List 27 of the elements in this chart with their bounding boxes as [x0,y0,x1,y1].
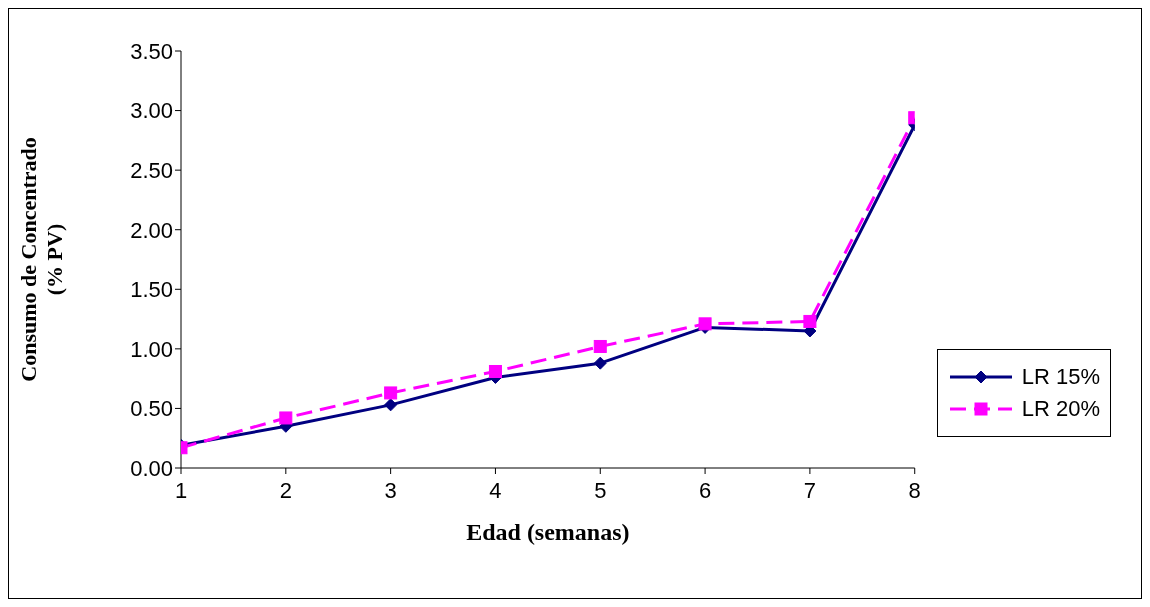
y-tick-label: 0.00 [130,455,173,481]
x-tick-label: 5 [594,477,607,503]
point [384,386,398,400]
x-tick-label: 2 [279,477,292,503]
point [384,398,398,412]
x-axis-title: Edad (semanas) [466,519,630,545]
x-tick-label: 1 [174,477,188,503]
point [803,314,817,328]
x-tick-label: 8 [908,477,921,503]
point [593,339,607,353]
y-tick-label: 1.00 [130,336,173,362]
x-tick-label: 4 [489,477,502,503]
point [279,411,293,425]
y-tick-label: 2.00 [130,217,173,243]
legend-label: LR 15% [1021,364,1100,390]
y-tick-label: 3.00 [130,98,173,124]
y-axis-title: Consumo de Concentrado (% PV) [16,137,67,382]
y-tick-label: 1.50 [130,277,173,303]
point [488,364,502,378]
x-tick-label: 3 [384,477,397,503]
y-tick-label: 2.50 [130,157,173,183]
y-tick-label: 0.50 [130,396,173,422]
x-tick-label: 6 [698,477,712,503]
legend-label: LR 20% [1021,396,1100,422]
point [593,356,607,370]
x-tick-label: 7 [803,477,817,503]
y-tick-label: 3.50 [130,38,173,64]
